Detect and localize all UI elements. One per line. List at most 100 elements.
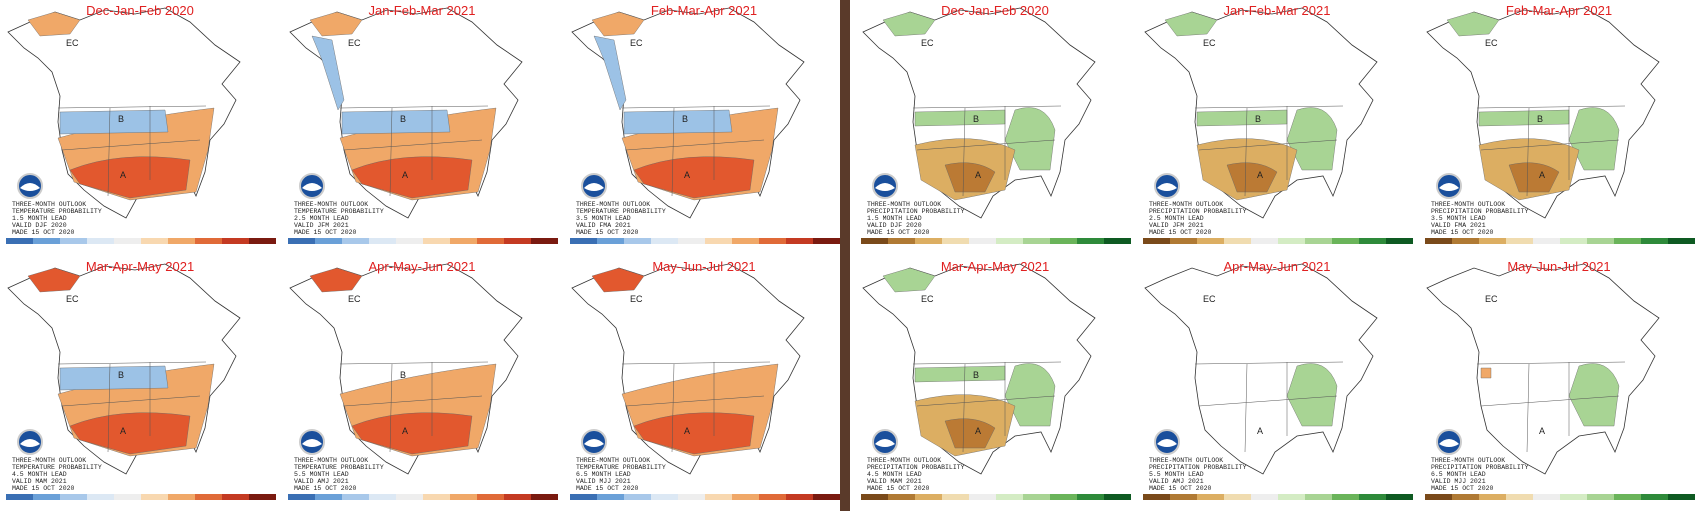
noaa-bird xyxy=(1439,439,1459,447)
legend-swatch xyxy=(6,238,33,244)
outlook-text: MADE 15 OCT 2020 xyxy=(1431,485,1494,492)
probability-area xyxy=(311,35,345,111)
probability-area xyxy=(944,418,996,449)
legend-swatch xyxy=(60,494,87,500)
outlook-panel: Apr-May-Jun 2021 EC A B THREE-MONTH OUTLOOKT… xyxy=(288,259,558,500)
outlook-text: 1.5 MONTH LEAD xyxy=(867,215,922,222)
outlook-text: MADE 15 OCT 2020 xyxy=(294,229,357,236)
panel-title: Jan-Feb-Mar 2021 xyxy=(369,3,476,18)
legend-swatch xyxy=(597,494,624,500)
outlook-text: 3.5 MONTH LEAD xyxy=(1431,215,1486,222)
outlook-text: 3.5 MONTH LEAD xyxy=(576,215,631,222)
legend-swatch xyxy=(813,494,840,500)
legend-swatch xyxy=(597,238,624,244)
legend-swatch xyxy=(1170,494,1197,500)
noaa-bird xyxy=(1439,183,1459,191)
noaa-bird xyxy=(20,439,40,447)
outlook-text: PRECIPITATION PROBABILITY xyxy=(867,208,965,215)
probability-area xyxy=(1004,363,1056,427)
probability-area xyxy=(1286,107,1338,171)
outlook-text: MADE 15 OCT 2020 xyxy=(1431,229,1494,236)
outlook-text: THREE-MONTH OUTLOOK xyxy=(576,201,650,208)
legend-swatch xyxy=(678,238,705,244)
probability-area xyxy=(633,412,755,455)
region-label: EC xyxy=(1485,294,1498,304)
region-label: EC xyxy=(630,294,643,304)
probability-area xyxy=(69,156,191,199)
legend-swatch xyxy=(33,238,60,244)
legend-swatch xyxy=(315,238,342,244)
legend-swatch xyxy=(1197,238,1224,244)
legend-swatch xyxy=(450,238,477,244)
outlook-panel: Feb-Mar-Apr 2021 EC A B THREE-MONTH OUTLOOKT… xyxy=(570,3,840,244)
legend-swatch xyxy=(969,494,996,500)
legend-swatch xyxy=(732,494,759,500)
legend-swatch xyxy=(114,494,141,500)
legend-swatch xyxy=(1452,238,1479,244)
outlook-text: PRECIPITATION PROBABILITY xyxy=(867,464,965,471)
outlook-text: MADE 15 OCT 2020 xyxy=(294,485,357,492)
region-label: EC xyxy=(1203,294,1216,304)
outlook-text: VALID JFM 2021 xyxy=(1149,222,1204,229)
noaa-bird xyxy=(1157,183,1177,191)
legend-swatch xyxy=(651,238,678,244)
probability-area xyxy=(1196,109,1288,127)
outlook-panel: Mar-Apr-May 2021 EC A B THREE-MONTH OUTLOOKP… xyxy=(861,259,1131,500)
probability-area xyxy=(27,267,81,293)
probability-area xyxy=(1568,363,1620,427)
region-label: A xyxy=(1539,170,1545,180)
outlook-text: MADE 15 OCT 2020 xyxy=(576,485,639,492)
legend-swatch xyxy=(915,494,942,500)
noaa-bird xyxy=(20,183,40,191)
outlook-text: THREE-MONTH OUTLOOK xyxy=(1149,201,1223,208)
legend-swatch xyxy=(60,238,87,244)
panel-title: May-Jun-Jul 2021 xyxy=(1507,259,1610,274)
outlook-text: THREE-MONTH OUTLOOK xyxy=(1431,457,1505,464)
legend-swatch xyxy=(624,238,651,244)
outlook-text: 1.5 MONTH LEAD xyxy=(12,215,67,222)
legend-swatch xyxy=(759,494,786,500)
probability-area xyxy=(914,365,1006,383)
probability-area xyxy=(623,109,733,135)
outlook-text: THREE-MONTH OUTLOOK xyxy=(12,457,86,464)
panel-title: May-Jun-Jul 2021 xyxy=(652,259,755,274)
panel-title: Apr-May-Jun 2021 xyxy=(1224,259,1331,274)
legend-swatch xyxy=(732,238,759,244)
region-label: EC xyxy=(630,38,643,48)
legend-swatch xyxy=(1386,238,1413,244)
probability-area xyxy=(59,365,169,391)
legend-swatch xyxy=(1170,238,1197,244)
region-label: EC xyxy=(1203,38,1216,48)
legend-swatch xyxy=(1197,494,1224,500)
outlook-text: MADE 15 OCT 2020 xyxy=(576,229,639,236)
legend-swatch xyxy=(342,238,369,244)
region-label: B xyxy=(118,114,124,124)
outlook-text: VALID JFM 2021 xyxy=(294,222,349,229)
legend-swatch xyxy=(996,238,1023,244)
legend-swatch xyxy=(1305,238,1332,244)
legend-swatch xyxy=(888,494,915,500)
legend-swatch xyxy=(1104,494,1131,500)
region-label: B xyxy=(1255,114,1261,124)
legend-swatch xyxy=(222,238,249,244)
legend-swatch xyxy=(504,494,531,500)
probability-area xyxy=(1568,107,1620,171)
legend-swatch xyxy=(705,494,732,500)
legend-swatch xyxy=(1278,494,1305,500)
legend-swatch xyxy=(6,494,33,500)
probability-area xyxy=(1480,367,1492,379)
region-label: A xyxy=(120,170,126,180)
legend-swatch xyxy=(1386,494,1413,500)
outlook-text: TEMPERATURE PROBABILITY xyxy=(576,208,666,215)
legend-swatch xyxy=(249,238,276,244)
legend-swatch xyxy=(87,238,114,244)
region-label: B xyxy=(400,114,406,124)
outlook-text: VALID DJF 2020 xyxy=(867,222,922,229)
legend-swatch xyxy=(861,238,888,244)
region-label: A xyxy=(684,170,690,180)
legend-swatch xyxy=(1077,494,1104,500)
outlook-text: PRECIPITATION PROBABILITY xyxy=(1149,208,1247,215)
probability-area xyxy=(944,162,996,193)
probability-area xyxy=(341,109,451,135)
